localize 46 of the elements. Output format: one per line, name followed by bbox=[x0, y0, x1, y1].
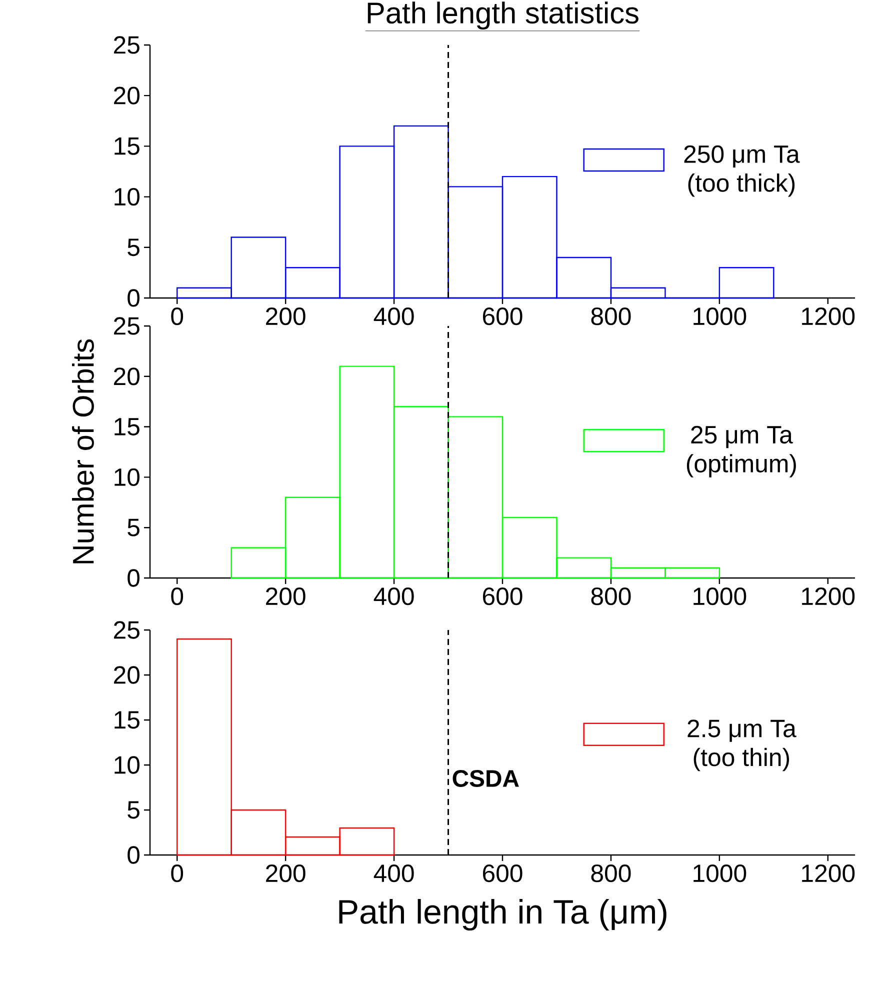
y-tick-label: 20 bbox=[114, 666, 140, 684]
x-tick-label: 0 bbox=[171, 588, 184, 606]
y-tick-label: 0 bbox=[128, 846, 140, 864]
y-tick-label: 25 bbox=[114, 36, 140, 54]
y-tick-label: 15 bbox=[114, 137, 140, 155]
ref-line-label: CSDA bbox=[452, 770, 519, 787]
x-tick-label: 1000 bbox=[694, 308, 746, 326]
x-tick-label: 800 bbox=[591, 588, 631, 606]
x-tick-label: 0 bbox=[171, 864, 184, 882]
x-tick-label: 600 bbox=[482, 864, 522, 882]
y-tick-label: 15 bbox=[114, 711, 140, 729]
legend-label: 250 μm Ta (too thick) bbox=[684, 145, 800, 197]
y-tick-label: 0 bbox=[128, 569, 140, 587]
x-tick-label: 200 bbox=[266, 588, 306, 606]
x-tick-label: 1000 bbox=[694, 864, 746, 882]
y-tick-label: 20 bbox=[114, 86, 140, 104]
legend-label: 25 μm Ta (optimum) bbox=[686, 426, 796, 478]
x-tick-label: 400 bbox=[374, 864, 414, 882]
y-tick-label: 20 bbox=[114, 368, 140, 386]
x-tick-label: 1000 bbox=[694, 588, 746, 606]
x-tick-label: 1200 bbox=[802, 308, 855, 326]
x-tick-label: 600 bbox=[482, 308, 522, 326]
x-tick-label: 200 bbox=[266, 308, 306, 326]
x-tick-label: 0 bbox=[171, 308, 184, 326]
y-tick-label: 10 bbox=[114, 468, 140, 486]
y-axis-title: Number of Orbits bbox=[72, 339, 94, 564]
y-tick-label: 5 bbox=[128, 238, 140, 256]
chart-title: Path length statistics bbox=[368, 2, 638, 30]
x-tick-label: 400 bbox=[374, 308, 414, 326]
x-tick-label: 1200 bbox=[802, 864, 855, 882]
x-tick-label: 1200 bbox=[802, 588, 855, 606]
y-tick-label: 25 bbox=[114, 317, 140, 335]
y-tick-label: 5 bbox=[128, 801, 140, 819]
y-tick-label: 5 bbox=[128, 518, 140, 536]
x-tick-label: 800 bbox=[591, 864, 631, 882]
legend-label: 2.5 μm Ta (too thin) bbox=[688, 720, 796, 772]
x-tick-label: 400 bbox=[374, 588, 414, 606]
y-tick-label: 10 bbox=[114, 756, 140, 774]
x-axis-title: Path length in Ta (μm) bbox=[339, 898, 666, 931]
y-tick-label: 25 bbox=[114, 621, 140, 639]
y-tick-label: 0 bbox=[128, 289, 140, 307]
x-tick-label: 200 bbox=[266, 864, 306, 882]
y-tick-label: 15 bbox=[114, 418, 140, 436]
x-tick-label: 600 bbox=[482, 588, 522, 606]
x-tick-label: 800 bbox=[591, 308, 631, 326]
y-tick-label: 10 bbox=[114, 188, 140, 206]
